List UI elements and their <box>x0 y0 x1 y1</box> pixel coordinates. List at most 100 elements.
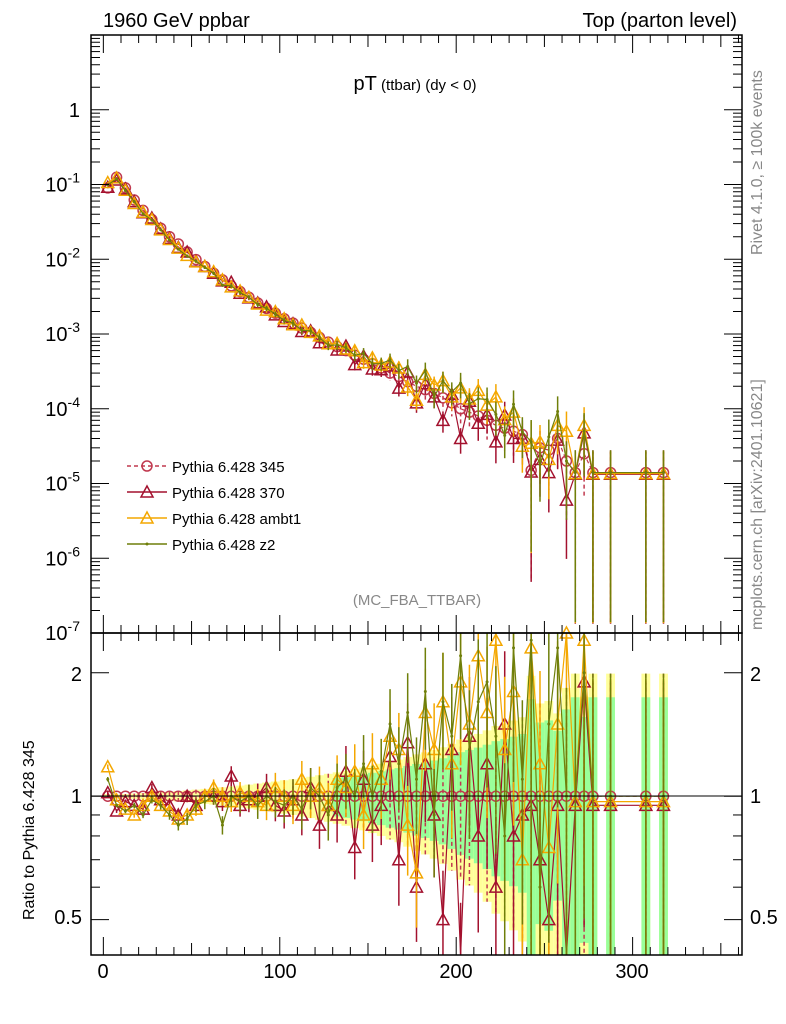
x-tick-100: 100 <box>263 961 296 983</box>
data-point-s370 <box>391 380 407 394</box>
ratio-point-s370 <box>100 785 116 799</box>
ratio-point-s370 <box>347 839 363 854</box>
ratio-point-s370 <box>312 817 327 831</box>
series-line-ambt1 <box>107 177 664 475</box>
legend-marker-ref <box>141 460 153 472</box>
ratio-line-ambt1 <box>107 632 664 874</box>
ratio-point-s370 <box>435 912 451 926</box>
data-point-ambt1 <box>171 240 186 254</box>
ratio-point-ambt1 <box>135 797 151 812</box>
data-point-s370 <box>488 434 504 448</box>
ratio-point-ambt1 <box>153 797 168 812</box>
ratio-tick-0.5: 0.5 <box>54 907 82 929</box>
ratio-tick-1-right: 1 <box>750 786 761 808</box>
ratio-point-ambt1 <box>409 865 424 879</box>
data-point-ambt1 <box>162 231 177 246</box>
y-tick-label: 10-7 <box>45 618 80 645</box>
ratio-point-s370 <box>488 879 504 893</box>
data-point-s370 <box>100 179 116 194</box>
ratio-point-s370 <box>470 828 486 842</box>
rivet-version: Rivet 4.1.0, ≥ 100k events <box>749 70 766 255</box>
legend: Pythia 6.428 345 Pythia 6.428 370 Pythia… <box>127 459 301 554</box>
ratio-point-ambt1 <box>188 801 204 815</box>
ratio-point-s370 <box>391 852 407 866</box>
data-point-ambt1 <box>559 423 574 438</box>
data-point-ambt1 <box>188 254 204 268</box>
energy-label: 1960 GeV ppbar <box>103 10 250 32</box>
legend-marker-ambt1 <box>139 510 155 524</box>
data-point-s370 <box>312 335 327 349</box>
data-point-ambt1 <box>400 379 415 393</box>
ratio-point-ambt1 <box>100 759 116 773</box>
ratio-point-ambt1 <box>223 794 239 808</box>
y-tick-label: 10-2 <box>45 244 80 271</box>
ratio-point-s370 <box>223 768 239 782</box>
data-point-ambt1 <box>126 195 142 210</box>
ratio-point-s370 <box>144 779 160 794</box>
data-point-ambt1 <box>135 204 151 218</box>
ratio-point-ambt1 <box>126 807 142 821</box>
data-point-s370 <box>470 415 486 429</box>
ratio-point-ambt1 <box>497 741 512 756</box>
data-point-ambt1 <box>259 302 274 316</box>
legend-label-z2: Pythia 6.428 z2 <box>172 537 275 554</box>
data-point-s370 <box>453 430 468 445</box>
axis-ticks <box>91 34 742 955</box>
series-line-ref <box>107 176 664 474</box>
data-point-s370 <box>347 357 363 371</box>
y-tick-label: 10-1 <box>45 170 80 197</box>
data-point-ambt1 <box>409 392 424 406</box>
ratio-tick-0.5-right: 0.5 <box>750 907 778 929</box>
data-point-ambt1 <box>179 247 195 262</box>
y-tick-labels-main: 1 10-1 10-2 10-3 10-4 10-5 10-6 10-7 <box>45 100 80 645</box>
x-tick-0: 0 <box>97 961 108 983</box>
data-point-ambt1 <box>250 296 265 310</box>
ratio-tick-2: 2 <box>71 664 82 686</box>
series-line-z2 <box>107 178 664 474</box>
ratio-y-label: Ratio to Pythia 6.428 345 <box>21 740 38 920</box>
y-tick-label: 10-4 <box>45 394 80 421</box>
ratio-frame <box>90 632 743 956</box>
data-point-ambt1 <box>223 279 239 293</box>
y-tick-label: 10-3 <box>45 319 80 346</box>
x-tick-200: 200 <box>439 961 472 983</box>
x-tick-300: 300 <box>615 961 648 983</box>
ratio-line-z2 <box>107 640 664 888</box>
legend-label-ambt1: Pythia 6.428 ambt1 <box>172 511 301 528</box>
data-point-ambt1 <box>153 222 168 236</box>
plot-title: pT (ttbar) (dy < 0) <box>354 73 477 95</box>
ratio-tick-1: 1 <box>71 786 82 808</box>
data-point-s370 <box>382 358 398 372</box>
data-point-s370 <box>435 412 451 427</box>
ratio-point-s370 <box>506 828 521 842</box>
data-point-ambt1 <box>109 170 124 184</box>
process-label: Top (parton level) <box>582 10 737 32</box>
ratio-point-s370 <box>329 807 345 821</box>
legend-label-345: Pythia 6.428 345 <box>172 459 285 476</box>
data-point-ambt1 <box>118 182 133 197</box>
y-tick-label: 10-6 <box>45 543 80 570</box>
mcplots-credit: mcplots.cern.ch [arXiv:2401.10621] <box>749 379 766 630</box>
ratio-tick-2-right: 2 <box>750 664 761 686</box>
ratio-point-ambt1 <box>426 741 442 756</box>
data-point-ambt1 <box>144 211 160 226</box>
data-point-s370 <box>206 265 221 279</box>
legend-marker-z2 <box>145 542 149 546</box>
legend-label-370: Pythia 6.428 370 <box>172 485 285 502</box>
data-point-ambt1 <box>303 324 318 339</box>
ratio-point-ambt1 <box>356 807 371 821</box>
data-point-s370 <box>126 194 142 208</box>
data-point-ambt1 <box>532 434 548 448</box>
ratio-point-ambt1 <box>294 771 310 785</box>
data-point-ambt1 <box>241 289 257 304</box>
ratio-point-s370 <box>109 803 124 817</box>
ratio-point-s370 <box>118 794 133 808</box>
analysis-name: (MC_FBA_TTBAR) <box>353 592 481 609</box>
y-tick-label: 1 <box>69 100 80 122</box>
legend-marker-s370 <box>139 484 155 498</box>
ratio-point-ambt1 <box>400 817 415 831</box>
y-tick-label: 10-5 <box>45 469 80 496</box>
main-panel-series <box>100 170 671 624</box>
data-point-ambt1 <box>338 341 354 355</box>
